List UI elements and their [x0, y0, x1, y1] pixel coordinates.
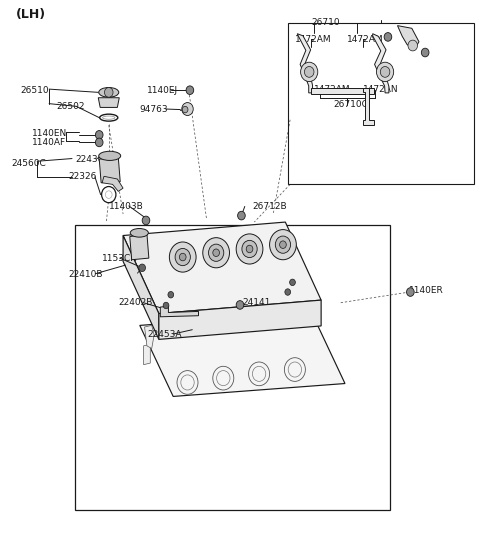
Polygon shape — [160, 306, 199, 317]
Text: 1140ER: 1140ER — [409, 286, 444, 295]
Circle shape — [169, 242, 196, 272]
Circle shape — [180, 253, 186, 261]
Polygon shape — [159, 300, 321, 339]
Circle shape — [407, 288, 414, 296]
Text: 1140EN: 1140EN — [33, 129, 68, 138]
Circle shape — [421, 48, 429, 57]
Text: 26710C: 26710C — [333, 100, 368, 109]
Text: 1140EJ: 1140EJ — [147, 85, 178, 95]
Circle shape — [289, 279, 295, 286]
Polygon shape — [98, 98, 119, 108]
Ellipse shape — [99, 151, 120, 161]
Polygon shape — [144, 344, 150, 365]
Text: 1472AM: 1472AM — [295, 35, 332, 44]
Text: 26710: 26710 — [312, 18, 340, 28]
Text: 24141: 24141 — [242, 298, 271, 307]
Circle shape — [139, 264, 145, 272]
Circle shape — [304, 67, 314, 77]
Polygon shape — [99, 157, 120, 183]
Bar — [288, 23, 474, 184]
Polygon shape — [311, 88, 373, 94]
Ellipse shape — [99, 88, 119, 97]
Circle shape — [288, 362, 301, 377]
Text: (LH): (LH) — [16, 8, 46, 21]
Text: 11403B: 11403B — [109, 202, 144, 212]
Circle shape — [270, 229, 296, 260]
Circle shape — [242, 240, 257, 258]
Ellipse shape — [130, 228, 148, 237]
Circle shape — [276, 236, 290, 253]
Text: 1140AF: 1140AF — [33, 138, 67, 148]
Text: 94763: 94763 — [140, 104, 168, 114]
Polygon shape — [372, 34, 389, 93]
Circle shape — [182, 107, 188, 113]
Polygon shape — [140, 313, 345, 397]
Circle shape — [142, 216, 150, 225]
Circle shape — [177, 371, 198, 394]
Circle shape — [175, 248, 191, 266]
Circle shape — [238, 212, 245, 220]
Text: 26712B: 26712B — [252, 202, 287, 212]
Circle shape — [182, 103, 193, 115]
Polygon shape — [363, 88, 373, 125]
Text: 1472AM: 1472AM — [348, 35, 384, 44]
Text: 22410B: 22410B — [68, 270, 103, 279]
Text: 26502: 26502 — [56, 102, 85, 111]
Circle shape — [105, 88, 113, 97]
Circle shape — [216, 371, 230, 386]
Ellipse shape — [103, 116, 115, 119]
Polygon shape — [397, 25, 419, 50]
Ellipse shape — [100, 114, 118, 121]
Circle shape — [246, 245, 253, 253]
Text: 24560C: 24560C — [11, 159, 46, 168]
Text: 1153CH: 1153CH — [102, 254, 138, 262]
Circle shape — [203, 237, 229, 268]
Text: 22402B: 22402B — [118, 298, 153, 307]
Circle shape — [376, 62, 394, 82]
Circle shape — [380, 67, 390, 77]
Circle shape — [213, 366, 234, 390]
Bar — [75, 225, 390, 510]
Text: 1472AN: 1472AN — [363, 85, 399, 94]
Polygon shape — [144, 325, 154, 348]
Circle shape — [285, 289, 290, 295]
Circle shape — [280, 241, 286, 248]
Circle shape — [408, 40, 418, 51]
Text: 26510: 26510 — [21, 85, 49, 95]
Text: 1472AM: 1472AM — [314, 85, 350, 94]
Text: 22326: 22326 — [68, 172, 96, 181]
Text: 22430: 22430 — [75, 155, 104, 164]
Polygon shape — [123, 235, 159, 339]
Circle shape — [96, 138, 103, 147]
Circle shape — [249, 362, 270, 386]
Circle shape — [252, 366, 266, 381]
Circle shape — [284, 358, 305, 381]
Circle shape — [236, 301, 244, 309]
Circle shape — [168, 292, 174, 298]
Circle shape — [102, 187, 116, 203]
Circle shape — [106, 191, 112, 199]
Polygon shape — [130, 234, 149, 260]
Circle shape — [186, 86, 194, 95]
Polygon shape — [102, 176, 123, 192]
Circle shape — [384, 32, 392, 41]
Polygon shape — [123, 222, 321, 314]
Polygon shape — [297, 34, 312, 93]
Text: 22453A: 22453A — [147, 329, 181, 339]
Circle shape — [300, 62, 318, 82]
Circle shape — [213, 249, 219, 256]
Circle shape — [236, 234, 263, 264]
Circle shape — [208, 244, 224, 261]
Circle shape — [96, 130, 103, 139]
Circle shape — [163, 302, 169, 309]
Circle shape — [181, 375, 194, 390]
